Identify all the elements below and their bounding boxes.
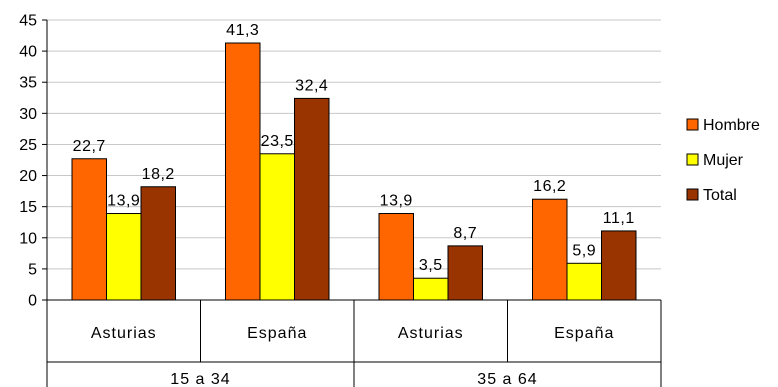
y-tick-label: 30 bbox=[19, 106, 37, 123]
legend: Hombre Mujer Total bbox=[686, 117, 760, 204]
y-tick-label: 5 bbox=[28, 261, 37, 278]
data-label: 22,7 bbox=[73, 138, 106, 155]
data-label: 3,5 bbox=[419, 257, 443, 274]
data-label: 11,1 bbox=[603, 210, 635, 227]
bar-mujer-1 bbox=[259, 153, 295, 301]
y-tick-label: 20 bbox=[19, 168, 37, 185]
y-tick-label: 15 bbox=[19, 199, 37, 216]
data-label: 23,5 bbox=[261, 133, 294, 150]
y-tick-label: 25 bbox=[19, 137, 37, 154]
legend-label-total: Total bbox=[703, 187, 737, 204]
data-label: 41,3 bbox=[226, 22, 259, 39]
data-label: 13,9 bbox=[107, 193, 140, 210]
bar-hombre-2 bbox=[378, 213, 414, 301]
y-tick-label: 10 bbox=[19, 230, 37, 247]
axes: 0 5 10 15 20 25 30 35 40 45 Asturias España Asturias… bbox=[19, 13, 662, 387]
data-label: 32,4 bbox=[295, 77, 328, 94]
data-label: 16,2 bbox=[533, 178, 566, 195]
x-category-label: Asturias bbox=[398, 325, 464, 342]
x-category-label: España bbox=[554, 325, 614, 342]
bar-mujer-2 bbox=[413, 277, 449, 301]
legend-label-hombre: Hombre bbox=[703, 117, 760, 134]
bar-total-3 bbox=[601, 230, 637, 301]
data-label: 8,7 bbox=[453, 225, 477, 242]
y-tick-label: 0 bbox=[28, 293, 37, 310]
bars bbox=[71, 42, 637, 301]
x-category-label: España bbox=[247, 325, 307, 342]
bar-total-1 bbox=[294, 97, 330, 301]
bar-total-2 bbox=[447, 245, 483, 301]
bar-total-0 bbox=[140, 186, 176, 301]
x-group-label: 15 a 34 bbox=[170, 371, 230, 387]
y-tick-label: 45 bbox=[19, 13, 37, 30]
bar-mujer-0 bbox=[106, 213, 142, 301]
data-label: 18,2 bbox=[142, 166, 175, 183]
x-category-label: Asturias bbox=[91, 325, 157, 342]
bar-hombre-3 bbox=[532, 198, 568, 301]
data-label: 13,9 bbox=[380, 193, 413, 210]
legend-label-mujer: Mujer bbox=[703, 152, 744, 169]
data-labels: 22,7 41,3 13,9 16,2 13,9 23,5 3,5 5,9 18,2 32,4 8,… bbox=[73, 22, 635, 274]
legend-swatch-total bbox=[686, 188, 699, 201]
legend-swatch-hombre bbox=[686, 118, 699, 131]
bar-hombre-0 bbox=[71, 158, 107, 301]
y-tick-label: 40 bbox=[19, 44, 37, 61]
bar-mujer-3 bbox=[566, 262, 602, 301]
y-tick-label: 35 bbox=[19, 75, 37, 92]
x-group-label: 35 a 64 bbox=[477, 371, 537, 387]
data-label: 5,9 bbox=[572, 242, 596, 259]
legend-swatch-mujer bbox=[686, 153, 699, 166]
bar-hombre-1 bbox=[225, 42, 261, 301]
